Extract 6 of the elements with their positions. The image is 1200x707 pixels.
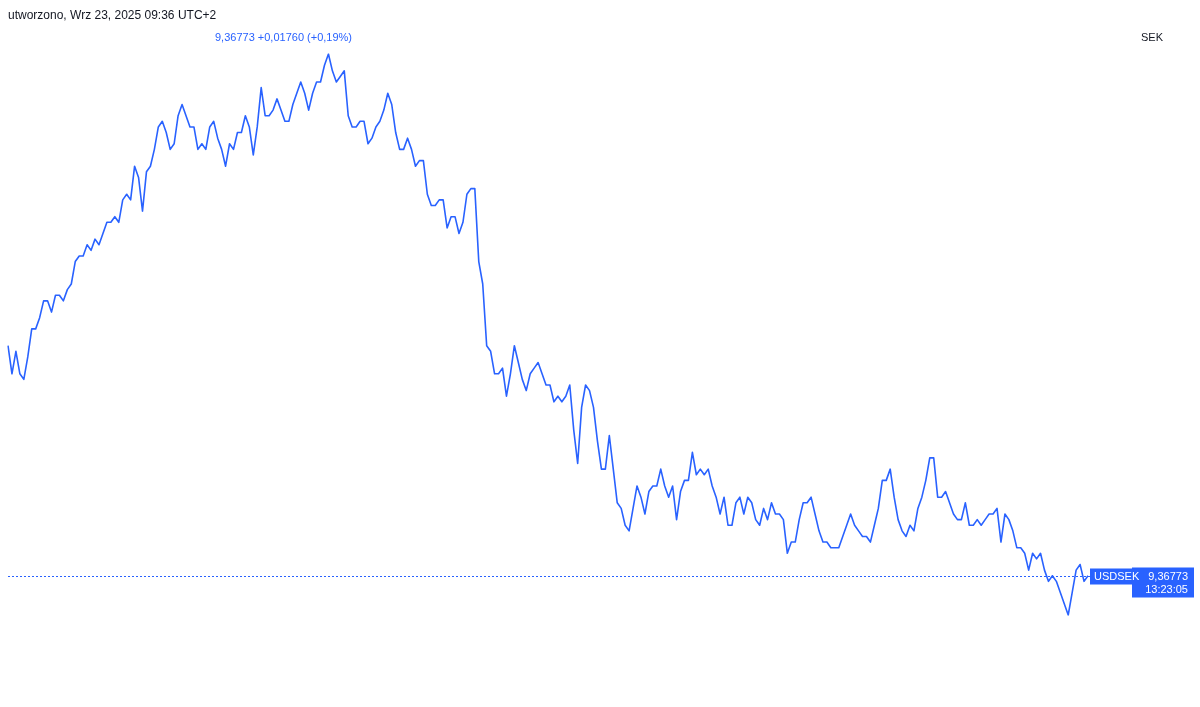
text: 13:23:05: [1145, 582, 1188, 595]
text: USDSEK: [1093, 569, 1140, 582]
ref-line-label: 9,36773: [1148, 569, 1188, 582]
text: SEK: [1141, 31, 1164, 43]
text: 9,36773 +0,01760 (+0,19%): [215, 31, 353, 43]
chart-title: utworzono, Wrz 23, 2025 09:36 UTC+2: [8, 8, 217, 22]
